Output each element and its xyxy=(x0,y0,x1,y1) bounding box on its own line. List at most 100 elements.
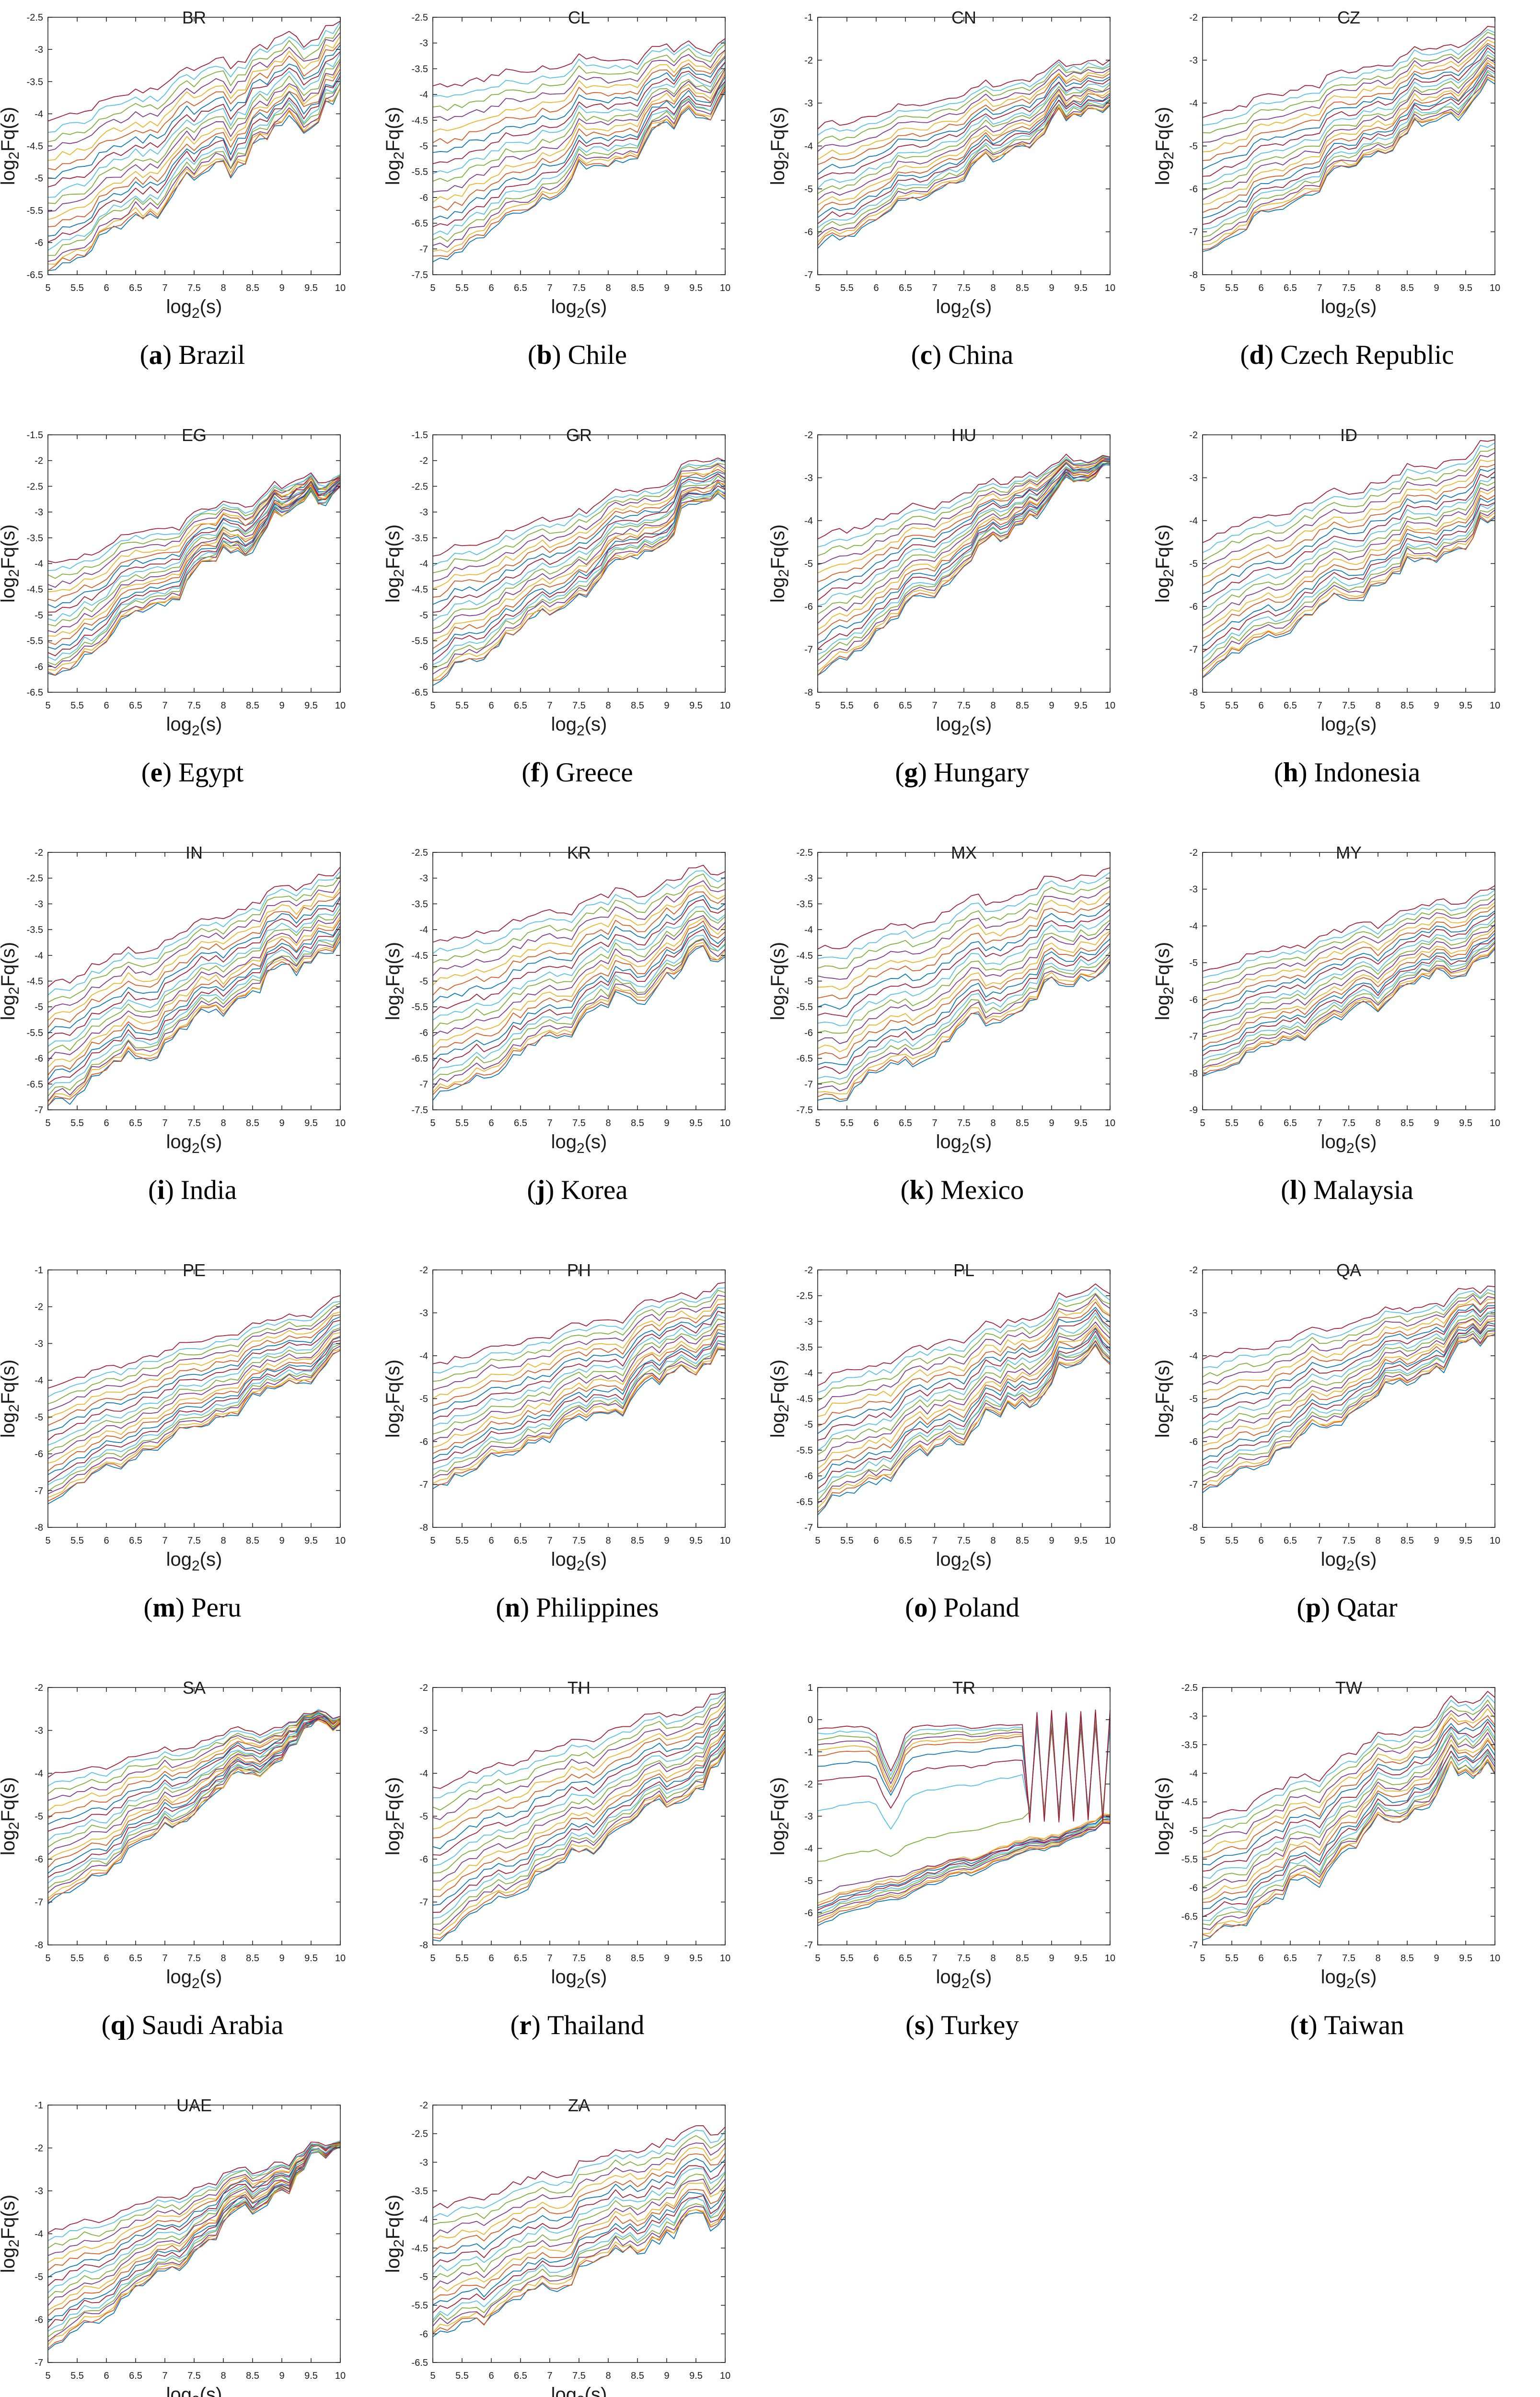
fq-line xyxy=(432,482,726,641)
x-axis-label: log2(s) xyxy=(1321,296,1377,321)
x-tick-label: 10 xyxy=(1490,1953,1500,1964)
x-tick-label: 6.5 xyxy=(1284,700,1297,711)
x-tick-label: 10 xyxy=(720,283,730,293)
caption-country: Czech Republic xyxy=(1280,340,1454,370)
fq-line xyxy=(817,1724,1111,1830)
fq-line xyxy=(1202,1313,1495,1434)
y-tick-label: -4.5 xyxy=(797,1394,813,1405)
x-tick-label: 8 xyxy=(605,1536,611,1546)
fq-line xyxy=(432,489,726,665)
y-axis-label: log2Fq(s) xyxy=(770,524,792,603)
y-tick-label: 0 xyxy=(808,1715,813,1725)
y-tick-label: -5 xyxy=(1189,1826,1198,1836)
x-tick-label: 7 xyxy=(932,1536,937,1546)
x-tick-label: 7.5 xyxy=(572,1536,586,1546)
x-axis-label: log2(s) xyxy=(166,714,222,739)
caption-paren-open: ( xyxy=(521,757,531,788)
fq-line xyxy=(47,1716,341,1855)
y-tick-label: -4 xyxy=(1189,98,1198,109)
caption-paren-close: ) xyxy=(932,340,942,370)
x-tick-label: 9.5 xyxy=(689,700,703,711)
y-tick-label: -2.5 xyxy=(412,848,428,858)
x-axis-label: log2(s) xyxy=(1321,1549,1377,1574)
x-tick-label: 7 xyxy=(932,1118,937,1129)
x-tick-label: 10 xyxy=(1490,283,1500,293)
plot-area-border xyxy=(432,17,726,275)
fq-line xyxy=(47,479,341,613)
fq-line xyxy=(1202,1719,1495,1865)
fq-line xyxy=(1202,515,1495,678)
fq-line xyxy=(47,880,341,1013)
y-tick-label: -3 xyxy=(35,899,43,909)
fq-line xyxy=(47,82,341,262)
fq-line xyxy=(1202,67,1495,225)
fq-line xyxy=(47,2142,341,2293)
line-chart-tr: TR5 5.5 6 6.5 7 7.5 8 8.5 9 9.5 10-7-6-5-4-3-2-101… xyxy=(770,1678,1115,1991)
caption-paren-close: ) xyxy=(126,2010,135,2040)
fq-line xyxy=(817,455,1111,547)
x-tick-label: 7 xyxy=(932,283,937,293)
fq-line xyxy=(817,1283,1111,1386)
fq-line xyxy=(432,1744,726,1925)
x-tick-label: 5 xyxy=(45,283,50,293)
y-tick-label: -3.5 xyxy=(797,1342,813,1353)
fq-line xyxy=(432,50,726,132)
y-tick-label: -2 xyxy=(1189,12,1198,23)
caption-paren-open: ( xyxy=(895,757,904,788)
fq-line xyxy=(432,1706,726,1838)
y-tick-label: -6 xyxy=(35,1854,43,1865)
y-tick-label: -5 xyxy=(804,977,813,987)
caption-country: Korea xyxy=(561,1175,628,1205)
x-tick-label: 9.5 xyxy=(304,700,318,711)
x-tick-label: 10 xyxy=(720,2371,730,2381)
fq-line xyxy=(432,480,726,649)
fq-line xyxy=(47,2142,341,2249)
fq-line xyxy=(817,1343,1111,1515)
y-tick-label: -8 xyxy=(804,687,813,698)
y-tick-label: -2 xyxy=(804,1779,813,1790)
chart-cell-qa: QA 5 5.5 6 6.5 7 7.5 8 8.5 9 9.5 10 -8 -7 -6 -5 -4 -3 -2 lo… xyxy=(1155,1253,1540,1671)
x-tick-label: 8.5 xyxy=(631,1118,644,1129)
y-axis-label: log2Fq(s) xyxy=(1155,524,1177,603)
y-tick-label: -3.5 xyxy=(27,925,43,935)
caption-paren-open: ( xyxy=(496,1593,505,1623)
y-tick-label: -1 xyxy=(35,2100,43,2111)
fq-line xyxy=(432,1747,726,1932)
fq-line xyxy=(817,59,1111,129)
fq-line xyxy=(817,1330,1111,1489)
y-tick-label: -7 xyxy=(804,1523,813,1533)
x-tick-label: 6 xyxy=(488,1953,494,1964)
x-tick-label: 5 xyxy=(430,2371,435,2381)
x-tick-label: 9.5 xyxy=(1074,1118,1088,1129)
fq-line xyxy=(1202,1315,1495,1439)
fq-line xyxy=(817,1815,1111,1911)
fq-line xyxy=(47,1713,341,1841)
fq-line xyxy=(47,2141,341,2263)
x-tick-label: 5.5 xyxy=(455,1536,469,1546)
caption-paren-open: ( xyxy=(139,340,149,370)
x-tick-label: 8 xyxy=(1375,1118,1380,1129)
y-tick-label: -3.5 xyxy=(27,533,43,544)
fq-line xyxy=(1202,1740,1495,1903)
fq-line xyxy=(47,897,341,1040)
fq-line xyxy=(432,87,726,253)
chart-caption: (m) Peru xyxy=(0,1584,385,1632)
fq-line xyxy=(1202,1285,1495,1360)
y-tick-label: -5 xyxy=(419,2272,428,2282)
fq-line xyxy=(432,1731,726,1897)
x-tick-label: 5.5 xyxy=(455,283,469,293)
caption-letter: b xyxy=(536,340,552,370)
y-tick-label: -4.5 xyxy=(412,2243,428,2254)
y-tick-label: -3 xyxy=(1189,473,1198,484)
x-tick-label: 6.5 xyxy=(899,1118,912,1129)
fq-line xyxy=(1202,45,1495,170)
caption-letter: o xyxy=(914,1593,928,1623)
fq-line xyxy=(817,1321,1111,1462)
fq-line xyxy=(432,864,726,943)
y-tick-label: -7 xyxy=(35,1897,43,1908)
caption-letter: m xyxy=(152,1593,175,1623)
fq-line xyxy=(47,867,341,988)
line-chart-id: ID5 5.5 6 6.5 7 7.5 8 8.5 9 9.5 10-8-7-6-5-4-3-2lo… xyxy=(1155,425,1500,739)
fq-line xyxy=(817,464,1111,676)
plot-area-border xyxy=(817,1269,1111,1528)
